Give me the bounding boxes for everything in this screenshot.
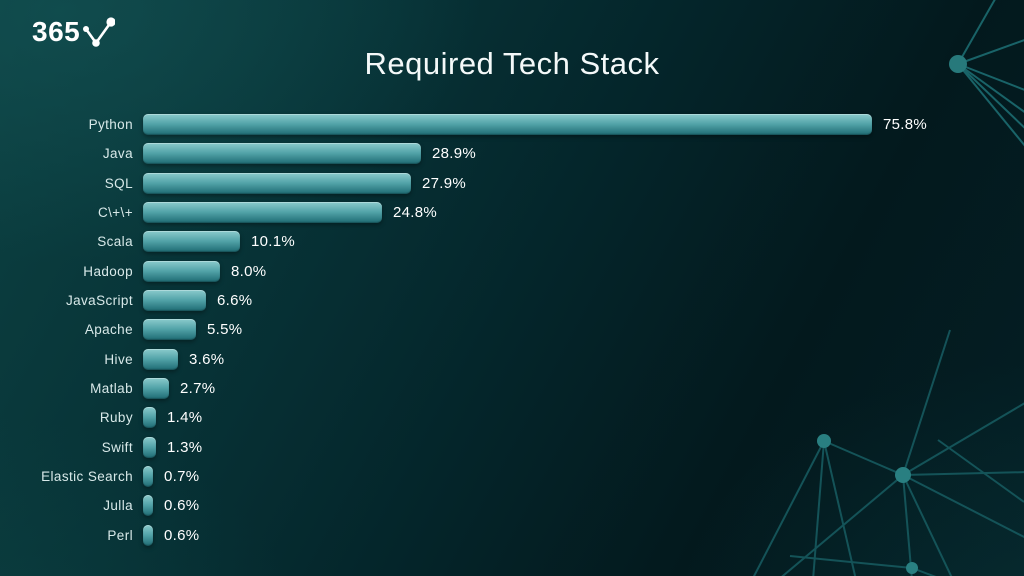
bar-row: Matlab 2.7% <box>0 374 1024 403</box>
bar-value-label: 3.6% <box>189 350 225 368</box>
bar-row: Hive 3.6% <box>0 345 1024 374</box>
bar <box>143 495 153 517</box>
bar-category-label: Elastic Search <box>41 469 133 485</box>
bar-category-label: C\+\+ <box>97 205 133 221</box>
bar-category-label: Hadoop <box>83 263 133 279</box>
bar-value-label: 75.8% <box>883 116 928 134</box>
bar <box>143 172 411 194</box>
bar-value-label: 6.6% <box>217 292 253 310</box>
bar-category-label: Scala <box>97 234 133 250</box>
bar <box>143 231 240 253</box>
bar-row: Scala 10.1% <box>0 227 1024 256</box>
bar-category-label: JavaScript <box>65 293 133 309</box>
bar-value-label: 1.4% <box>167 409 203 427</box>
network-decoration-top-right <box>949 0 1024 147</box>
bar-row: Hadoop 8.0% <box>0 257 1024 286</box>
bar-value-label: 0.6% <box>164 497 200 515</box>
bar-category-label: Apache <box>84 322 133 338</box>
bar-value-label: 24.8% <box>393 204 438 222</box>
network-decoration-bottom-right <box>752 329 1024 576</box>
bar-row: Java 28.9% <box>0 139 1024 168</box>
bar-row: SQL 27.9% <box>0 169 1024 198</box>
bar <box>143 319 196 341</box>
logo-text: 365 <box>32 16 81 47</box>
bar <box>143 202 382 224</box>
bar-row: Ruby 1.4% <box>0 403 1024 432</box>
bar-value-label: 0.7% <box>164 468 200 486</box>
bar-row: Swift 1.3% <box>0 433 1024 462</box>
bar-value-label: 10.1% <box>251 233 296 251</box>
chart-title: Required Tech Stack <box>364 46 660 81</box>
bar-value-label: 27.9% <box>422 174 467 192</box>
bar-category-label: SQL <box>104 175 133 191</box>
bar <box>143 290 206 312</box>
bar-row: C\+\+ 24.8% <box>0 198 1024 227</box>
bar-value-label: 28.9% <box>432 145 477 163</box>
bar-value-label: 0.6% <box>164 526 200 544</box>
bar-row: Apache 5.5% <box>0 315 1024 344</box>
bar-value-label: 8.0% <box>231 262 267 280</box>
bar <box>143 524 153 546</box>
logo: 365 <box>32 16 116 50</box>
bar-category-label: Java <box>102 146 133 162</box>
bar-category-label: Perl <box>107 527 133 543</box>
bar <box>143 407 156 429</box>
bar-row: Python 75.8% <box>0 110 1024 139</box>
bar-category-label: Ruby <box>99 410 133 426</box>
bar-row: JavaScript 6.6% <box>0 286 1024 315</box>
bar <box>143 378 169 400</box>
bar-category-label: Hive <box>104 351 133 367</box>
bar <box>143 436 156 458</box>
line-chart-check-icon <box>83 17 116 47</box>
bar-value-label: 1.3% <box>167 438 203 456</box>
bar-row: Perl 0.6% <box>0 521 1024 550</box>
bar-category-label: Python <box>88 117 133 133</box>
bar-row: Elastic Search 0.7% <box>0 462 1024 491</box>
bar <box>143 114 872 136</box>
bar-value-label: 5.5% <box>207 321 243 339</box>
bar <box>143 260 220 282</box>
bar-category-label: Julla <box>103 498 133 514</box>
bar-category-label: Matlab <box>90 381 133 397</box>
bar <box>143 348 178 370</box>
bar-category-label: Swift <box>101 439 133 455</box>
bar-chart: Python 75.8% Java 28.9% SQL 27.9% C\+\+ … <box>0 110 1024 550</box>
bar <box>143 143 421 165</box>
bar-value-label: 2.7% <box>180 380 216 398</box>
bar <box>143 466 153 488</box>
bar-row: Julla 0.6% <box>0 491 1024 520</box>
